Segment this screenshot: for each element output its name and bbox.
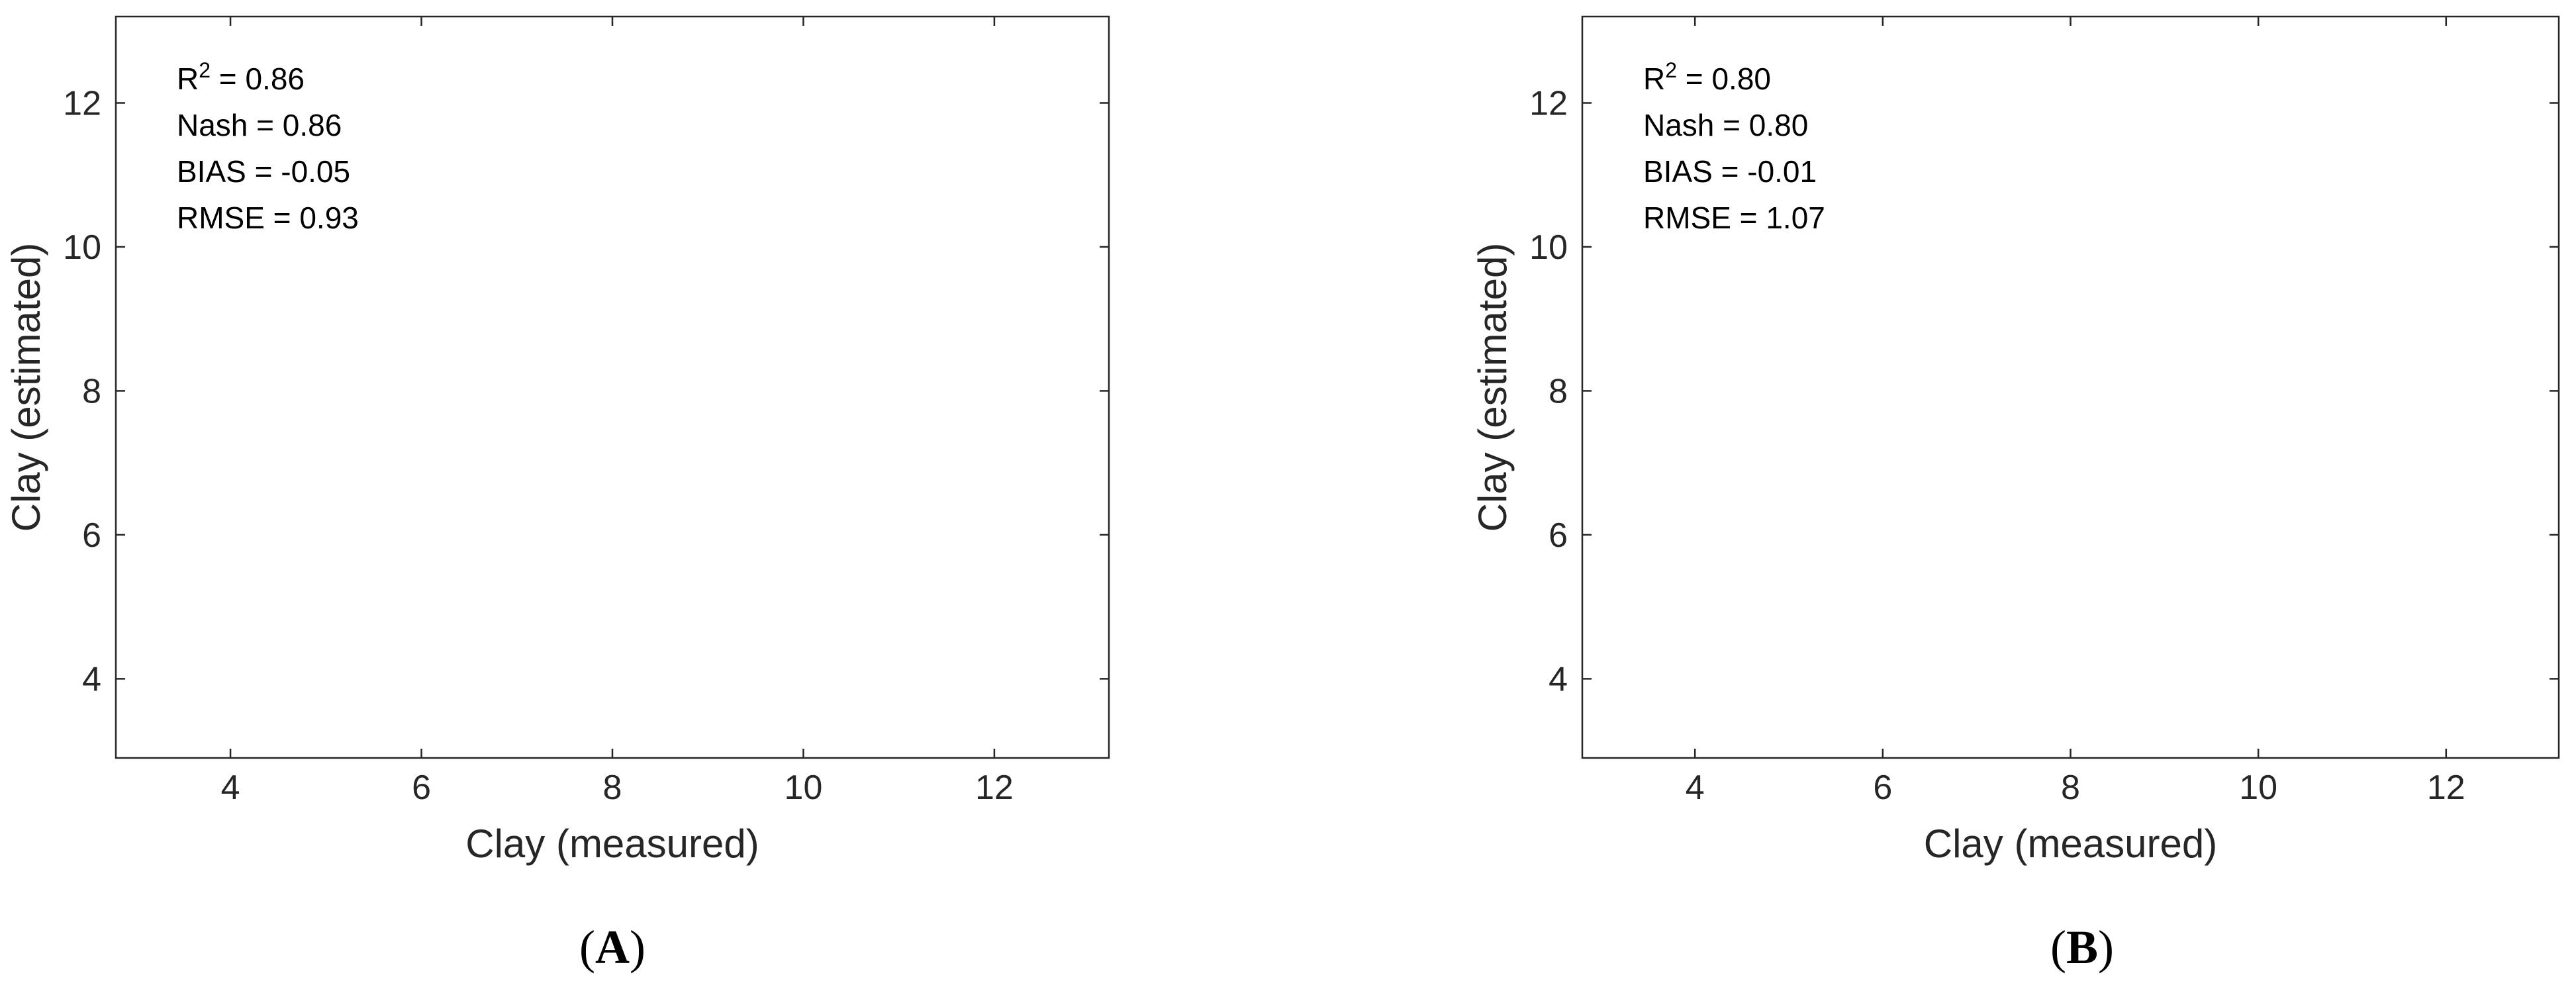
y-tick-label: 12 bbox=[63, 84, 101, 122]
y-tick-label: 4 bbox=[82, 660, 101, 698]
rmse-stat: RMSE = 0.93 bbox=[177, 201, 359, 235]
y-tick-label: 4 bbox=[1549, 660, 1568, 698]
y-tick-label: 10 bbox=[1529, 228, 1568, 267]
y-axis-label: Clay (estimated) bbox=[4, 243, 48, 532]
x-tick-label: 8 bbox=[2061, 769, 2080, 807]
y-tick-label: 12 bbox=[1529, 84, 1568, 122]
x-axis-label: Clay (measured) bbox=[1924, 822, 2217, 866]
x-axis-label: Clay (measured) bbox=[465, 822, 759, 866]
x-tick-label: 6 bbox=[412, 769, 431, 807]
x-tick-label: 8 bbox=[603, 769, 622, 807]
y-axis-label: Clay (estimated) bbox=[1470, 243, 1515, 532]
r-squared-stat: R2 = 0.86 bbox=[177, 58, 305, 96]
rmse-stat: RMSE = 1.07 bbox=[1643, 201, 1825, 235]
y-tick-label: 8 bbox=[82, 372, 101, 410]
x-tick-label: 12 bbox=[975, 769, 1014, 807]
y-tick-label: 6 bbox=[1549, 516, 1568, 555]
x-tick-label: 10 bbox=[785, 769, 823, 807]
nash-stat: Nash = 0.86 bbox=[177, 108, 342, 142]
panel-a: 4 6 8 10 12 4 6 8 10 12 Clay (measured) Clay (estim… bbox=[4, 15, 1110, 974]
bias-stat: BIAS = -0.05 bbox=[177, 154, 350, 189]
x-tick-label: 10 bbox=[2239, 769, 2277, 807]
panel-label: (A) bbox=[579, 921, 645, 974]
x-tick-label: 12 bbox=[2427, 769, 2465, 807]
y-tick-label: 8 bbox=[1549, 372, 1568, 410]
x-tick-label: 4 bbox=[221, 769, 240, 807]
y-tick-label: 6 bbox=[82, 516, 101, 555]
axes-frame bbox=[115, 15, 1110, 759]
x-tick-label: 4 bbox=[1686, 769, 1705, 807]
nash-stat: Nash = 0.80 bbox=[1643, 108, 1808, 142]
x-tick-label: 6 bbox=[1873, 769, 1892, 807]
panel-label: (B) bbox=[2050, 921, 2114, 974]
y-tick-label: 10 bbox=[63, 228, 101, 267]
bias-stat: BIAS = -0.01 bbox=[1643, 154, 1817, 189]
panel-b: 4 6 8 10 12 4 6 8 10 12 Clay (measured) Clay (estim… bbox=[1470, 15, 2560, 974]
r-squared-stat: R2 = 0.80 bbox=[1643, 58, 1771, 96]
